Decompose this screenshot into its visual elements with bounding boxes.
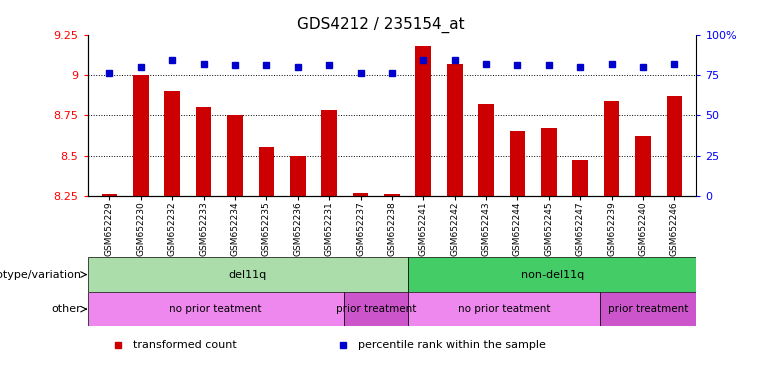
Text: other: other (52, 304, 81, 314)
Bar (196, 107, 212, 196)
Bar (228, 115, 243, 196)
Bar (541, 128, 556, 196)
Bar (572, 161, 588, 196)
Bar (667, 96, 682, 196)
Bar (290, 156, 306, 196)
Bar (88, 257, 408, 292)
Bar (416, 46, 431, 196)
Text: percentile rank within the sample: percentile rank within the sample (358, 340, 546, 351)
Bar (510, 131, 525, 196)
Bar (478, 104, 494, 196)
Bar (344, 292, 408, 326)
Text: prior treatment: prior treatment (608, 304, 689, 314)
Bar (259, 147, 274, 196)
Bar (408, 292, 600, 326)
Bar (352, 193, 368, 196)
Text: transformed count: transformed count (133, 340, 237, 351)
Text: del11q: del11q (228, 270, 267, 280)
Bar (635, 136, 651, 196)
Bar (102, 194, 117, 196)
Bar (133, 75, 148, 196)
Text: non-del11q: non-del11q (521, 270, 584, 280)
Bar (164, 91, 180, 196)
Bar (321, 110, 337, 196)
Bar (603, 101, 619, 196)
Text: GDS4212 / 235154_at: GDS4212 / 235154_at (297, 17, 464, 33)
Text: prior treatment: prior treatment (336, 304, 416, 314)
Bar (88, 292, 344, 326)
Bar (408, 257, 696, 292)
Bar (384, 194, 400, 196)
Bar (447, 64, 463, 196)
Text: no prior teatment: no prior teatment (458, 304, 550, 314)
Text: genotype/variation: genotype/variation (0, 270, 81, 280)
Bar (600, 292, 696, 326)
Text: no prior teatment: no prior teatment (170, 304, 262, 314)
